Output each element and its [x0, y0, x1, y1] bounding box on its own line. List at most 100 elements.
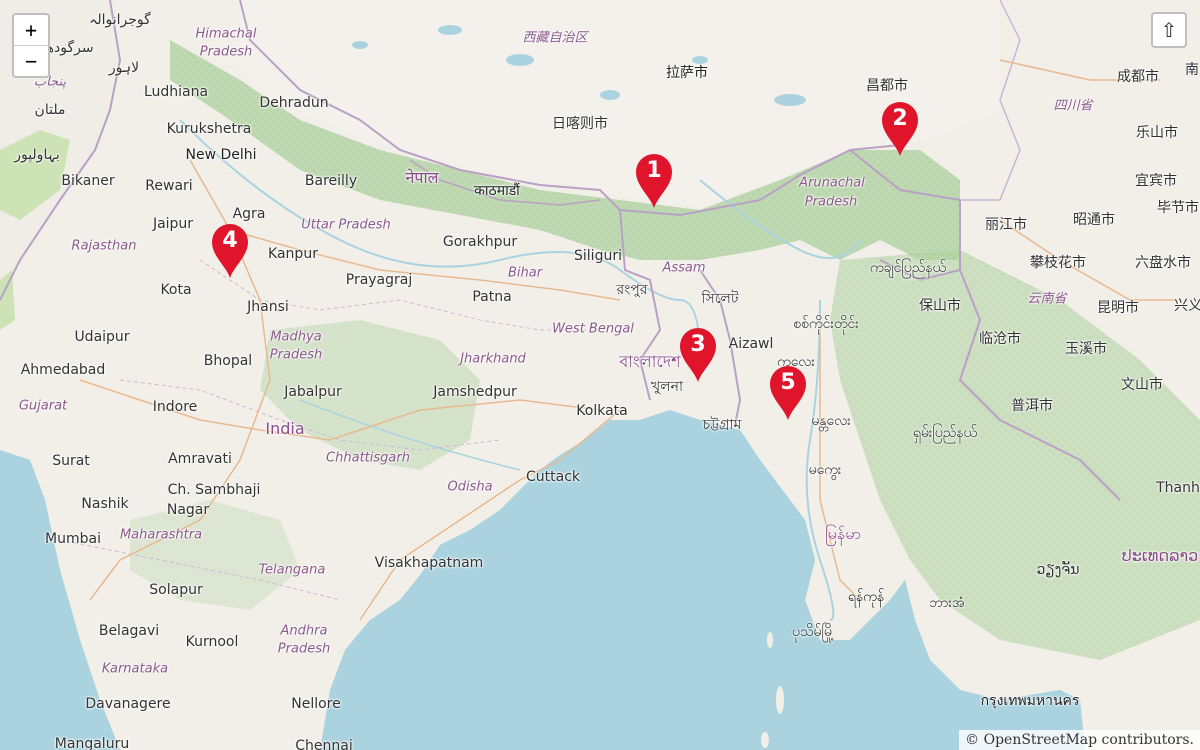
city-label: 毕节市: [1157, 200, 1199, 216]
city-label: ရှမ်းပြည်နယ်: [912, 425, 978, 441]
zoom-out-button[interactable]: −: [14, 45, 48, 76]
share-icon: ⇧: [1160, 18, 1178, 42]
city-label: ကချင်ပြည်နယ်: [869, 260, 947, 276]
city-label: မန္တလေး: [811, 413, 851, 429]
city-label: Nagar: [166, 502, 210, 518]
state-border: [59, 539, 341, 601]
city-label: Chennai: [295, 738, 353, 750]
map-marker-2[interactable]: 2: [878, 98, 922, 158]
map-marker-4[interactable]: 4: [208, 220, 252, 280]
country-label: မြန်မာ: [825, 524, 861, 543]
city-label: Udaipur: [74, 329, 130, 345]
city-label: 南: [1185, 62, 1199, 78]
road: [79, 379, 601, 441]
city-label: ວຽງຈັນ: [1036, 562, 1080, 578]
attribution-suffix: contributors.: [1101, 732, 1194, 748]
copyright-symbol: ©: [965, 732, 980, 748]
city-label: Siliguri: [574, 248, 622, 264]
region-label: Odisha: [447, 479, 493, 495]
city-label: စစ်ကိုင်းတိုင်း: [793, 316, 859, 332]
attribution: © OpenStreetMap contributors.: [959, 730, 1200, 750]
city-label: Nashik: [81, 496, 129, 512]
road: [359, 409, 621, 621]
city-label: Ahmedabad: [20, 362, 106, 378]
share-button[interactable]: ⇧: [1151, 12, 1187, 48]
city-label: Bikaner: [61, 173, 115, 189]
capital-label: กรุงเทพมหานคร: [980, 693, 1080, 709]
zoom-in-button[interactable]: +: [24, 18, 38, 42]
map-marker-3[interactable]: 3: [676, 324, 720, 384]
region-label: Madhya: [270, 329, 322, 345]
map-marker-5[interactable]: 5: [766, 362, 810, 422]
city-label: 宜宾市: [1135, 173, 1177, 189]
region-label: Pradesh: [804, 194, 858, 210]
city-label: Ch. Sambhaji: [167, 482, 261, 498]
city-label: Prayagraj: [345, 272, 413, 288]
country-label: ປະເທດລາວ: [1121, 546, 1199, 565]
border: [239, 0, 901, 217]
city-label: 兴义: [1174, 298, 1200, 314]
water-body: [0, 450, 120, 750]
region-label: Maharashtra: [119, 527, 203, 543]
land-area: [830, 250, 1200, 660]
map-pin-icon: [636, 154, 672, 208]
land-area: [130, 500, 300, 610]
lake: [506, 54, 534, 66]
city-label: ဘားအံ: [929, 595, 965, 611]
city-label: Gorakhpur: [442, 234, 518, 250]
region-label: 西藏自治区: [522, 30, 588, 46]
road: [819, 330, 861, 601]
region-label: Telangana: [258, 562, 326, 578]
city-label: 丽江市: [985, 217, 1027, 233]
region-label: Arunachal: [799, 175, 865, 191]
city-label: Kolkata: [576, 403, 628, 419]
city-label: 乐山市: [1136, 125, 1178, 141]
road: [999, 219, 1180, 301]
lake: [600, 90, 620, 100]
region-label: 云南省: [1027, 291, 1067, 307]
city-label: 昌都市: [866, 78, 908, 94]
lake: [774, 94, 806, 106]
city-label: سرگودھا: [42, 40, 94, 56]
city-label: بہاولپور: [14, 147, 60, 163]
road: [999, 59, 1160, 81]
city-label: Kota: [160, 282, 192, 298]
city-label: Aizawl: [728, 336, 774, 352]
attribution-link[interactable]: OpenStreetMap: [983, 732, 1098, 748]
region-label: Karnataka: [101, 661, 169, 677]
region-label: Jharkhand: [460, 351, 526, 367]
city-label: Jaipur: [152, 216, 194, 232]
map-pin-icon: [770, 366, 806, 420]
river: [699, 179, 861, 259]
capital-label: New Delhi: [185, 147, 257, 163]
country-label: India: [265, 419, 305, 438]
city-label: گوجرانوالہ: [89, 12, 151, 28]
capital-label: ရန်ကုန်: [847, 589, 885, 605]
city-label: Agra: [232, 206, 266, 222]
country-label: नेपाल: [405, 168, 439, 187]
region-label: Himachal: [195, 26, 257, 42]
city-label: Bareilly: [304, 173, 358, 189]
city-label: ملتان: [34, 102, 66, 118]
country-label: বাংলাদেশ: [619, 352, 681, 371]
marker-label: 2: [892, 106, 908, 131]
city-label: 文山市: [1121, 377, 1163, 393]
city-label: Patna: [472, 289, 512, 305]
border: [958, 269, 1121, 501]
city-label: 日喀则市: [552, 116, 608, 132]
state-border: [119, 379, 501, 451]
city-label: 普洱市: [1011, 398, 1053, 414]
city-label: Mumbai: [45, 531, 101, 547]
city-label: 昆明市: [1097, 300, 1139, 316]
map-pin-icon: [882, 102, 918, 156]
city-label: Kanpur: [268, 246, 318, 262]
lake: [352, 41, 368, 49]
map-marker-1[interactable]: 1: [632, 150, 676, 210]
region-label: Bihar: [507, 265, 543, 281]
city-label: 临沧市: [979, 331, 1021, 347]
city-label: لاہور: [108, 60, 140, 76]
city-label: ပုသိမ်မြို့: [791, 624, 835, 640]
land-area: [170, 40, 960, 260]
